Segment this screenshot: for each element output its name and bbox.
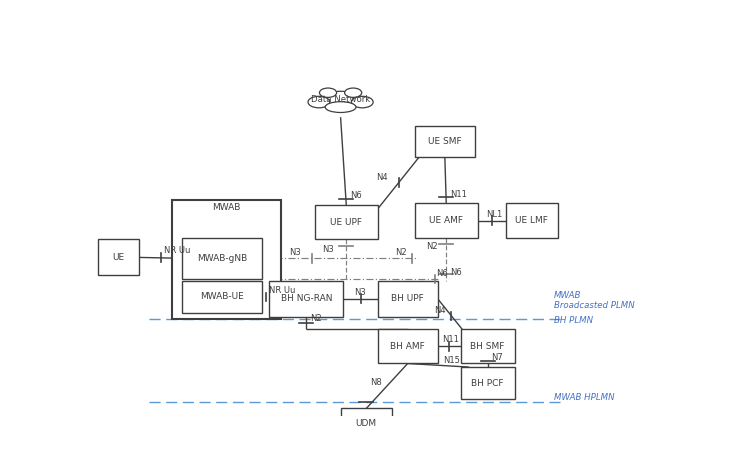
Text: BH AMF: BH AMF	[391, 342, 425, 351]
Text: N15: N15	[443, 356, 460, 366]
Text: N3: N3	[289, 248, 301, 257]
FancyBboxPatch shape	[182, 281, 262, 313]
FancyBboxPatch shape	[461, 329, 514, 363]
Text: UDM: UDM	[356, 419, 377, 428]
Text: NR Uu: NR Uu	[268, 286, 295, 295]
Text: N4: N4	[434, 305, 446, 315]
Text: NL1: NL1	[486, 210, 503, 219]
FancyBboxPatch shape	[461, 367, 514, 399]
Text: MWAB-UE: MWAB-UE	[200, 292, 244, 302]
Text: N2: N2	[395, 248, 407, 257]
Text: N6: N6	[350, 191, 362, 200]
Text: N3: N3	[322, 245, 334, 254]
Text: N6: N6	[450, 268, 462, 276]
FancyBboxPatch shape	[340, 409, 392, 439]
Text: N8: N8	[370, 378, 382, 387]
Text: BH PLMN: BH PLMN	[553, 316, 593, 325]
Text: UE AMF: UE AMF	[429, 216, 464, 225]
FancyBboxPatch shape	[172, 200, 281, 318]
Text: UE SMF: UE SMF	[428, 137, 461, 146]
Text: N4: N4	[376, 173, 388, 182]
FancyBboxPatch shape	[415, 204, 478, 238]
Text: BH PCF: BH PCF	[472, 379, 504, 388]
FancyBboxPatch shape	[98, 240, 139, 276]
Text: N2: N2	[310, 314, 322, 323]
Text: N2: N2	[426, 242, 438, 251]
Ellipse shape	[308, 96, 329, 108]
Text: N11: N11	[442, 335, 459, 345]
Text: MWAB
Broadcasted PLMN: MWAB Broadcasted PLMN	[553, 291, 635, 310]
Text: N6: N6	[436, 269, 448, 278]
Text: UE LMF: UE LMF	[515, 216, 548, 225]
Ellipse shape	[325, 102, 356, 113]
Text: BH UPF: BH UPF	[391, 294, 424, 303]
Text: NR Uu: NR Uu	[164, 247, 190, 255]
FancyBboxPatch shape	[506, 204, 558, 238]
FancyBboxPatch shape	[182, 238, 262, 279]
Ellipse shape	[345, 88, 362, 98]
Ellipse shape	[319, 88, 337, 98]
Text: BH NG-RAN: BH NG-RAN	[281, 294, 332, 303]
Text: MWAB HPLMN: MWAB HPLMN	[553, 393, 614, 402]
Ellipse shape	[352, 96, 373, 108]
Text: N11: N11	[450, 190, 467, 198]
Text: N3: N3	[354, 288, 366, 297]
FancyBboxPatch shape	[415, 126, 475, 157]
Text: N7: N7	[491, 353, 503, 362]
FancyBboxPatch shape	[377, 329, 438, 363]
Text: Data Network: Data Network	[311, 95, 370, 104]
Ellipse shape	[324, 91, 357, 106]
Text: MWAB: MWAB	[212, 204, 240, 212]
Text: UE UPF: UE UPF	[330, 218, 363, 227]
Text: UE: UE	[112, 253, 125, 262]
Text: MWAB-gNB: MWAB-gNB	[198, 254, 248, 263]
FancyBboxPatch shape	[269, 281, 343, 317]
Text: BH SMF: BH SMF	[470, 342, 505, 351]
FancyBboxPatch shape	[315, 205, 377, 240]
FancyBboxPatch shape	[377, 281, 438, 317]
